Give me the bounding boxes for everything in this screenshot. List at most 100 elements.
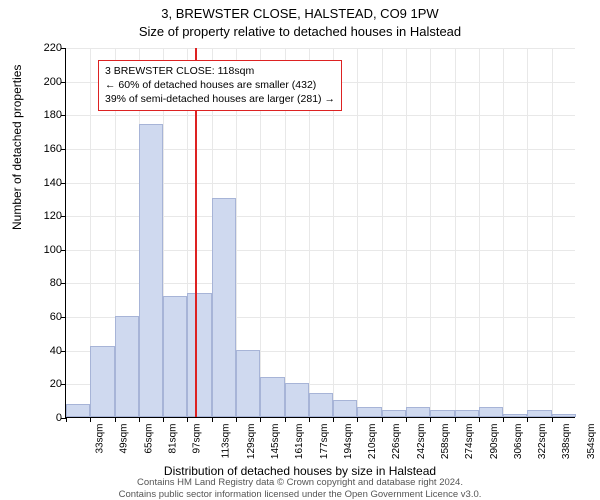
- histogram-bar: [503, 414, 527, 417]
- footer-line2: Contains public sector information licen…: [0, 489, 600, 500]
- annotation-box: 3 BREWSTER CLOSE: 118sqm ← 60% of detach…: [98, 60, 342, 111]
- gridline-v: [527, 48, 528, 417]
- footer-line1: Contains HM Land Registry data © Crown c…: [0, 477, 600, 488]
- x-tick-label: 65sqm: [143, 424, 154, 454]
- histogram-bar: [406, 407, 430, 417]
- x-tick-label: 258sqm: [440, 424, 451, 460]
- gridline-v: [479, 48, 480, 417]
- chart-subtitle: Size of property relative to detached ho…: [0, 24, 600, 39]
- x-tick-mark: [430, 417, 431, 422]
- x-tick-label: 290sqm: [489, 424, 500, 460]
- y-tick-mark: [61, 283, 66, 284]
- x-tick-mark: [527, 417, 528, 422]
- x-tick-mark: [139, 417, 140, 422]
- y-tick-mark: [61, 317, 66, 318]
- x-tick-mark: [236, 417, 237, 422]
- y-tick-label: 20: [24, 378, 62, 390]
- y-tick-label: 220: [24, 42, 62, 54]
- histogram-plot: 02040608010012014016018020022033sqm49sqm…: [65, 48, 575, 418]
- x-tick-label: 129sqm: [246, 424, 257, 460]
- histogram-bar: [260, 377, 284, 417]
- x-tick-mark: [90, 417, 91, 422]
- x-tick-label: 49sqm: [119, 424, 130, 454]
- chart-title-address: 3, BREWSTER CLOSE, HALSTEAD, CO9 1PW: [0, 6, 600, 21]
- histogram-bar: [357, 407, 381, 417]
- histogram-bar: [382, 410, 406, 417]
- y-tick-mark: [61, 216, 66, 217]
- y-tick-mark: [61, 384, 66, 385]
- gridline-v: [406, 48, 407, 417]
- x-tick-mark: [333, 417, 334, 422]
- y-tick-mark: [61, 48, 66, 49]
- x-tick-label: 33sqm: [95, 424, 106, 454]
- y-tick-label: 100: [24, 244, 62, 256]
- x-tick-label: 161sqm: [294, 424, 305, 460]
- gridline-v: [382, 48, 383, 417]
- y-tick-mark: [61, 351, 66, 352]
- histogram-bar: [212, 198, 236, 417]
- x-tick-label: 97sqm: [192, 424, 203, 454]
- histogram-bar: [115, 316, 139, 417]
- histogram-bar: [309, 393, 333, 417]
- y-tick-label: 80: [24, 277, 62, 289]
- x-tick-label: 306sqm: [513, 424, 524, 460]
- x-tick-mark: [260, 417, 261, 422]
- gridline-v: [430, 48, 431, 417]
- x-tick-label: 81sqm: [167, 424, 178, 454]
- gridline-v: [552, 48, 553, 417]
- histogram-bar: [285, 383, 309, 417]
- y-tick-label: 0: [24, 412, 62, 424]
- x-tick-mark: [163, 417, 164, 422]
- x-tick-mark: [455, 417, 456, 422]
- histogram-bar: [66, 404, 90, 417]
- y-tick-label: 160: [24, 143, 62, 155]
- x-tick-label: 274sqm: [464, 424, 475, 460]
- histogram-bar: [552, 414, 576, 417]
- attribution-footer: Contains HM Land Registry data © Crown c…: [0, 477, 600, 500]
- x-tick-label: 177sqm: [319, 424, 330, 460]
- x-tick-mark: [552, 417, 553, 422]
- x-tick-label: 210sqm: [367, 424, 378, 460]
- x-tick-label: 338sqm: [562, 424, 573, 460]
- y-tick-label: 180: [24, 109, 62, 121]
- gridline-v: [357, 48, 358, 417]
- histogram-bar: [139, 124, 163, 417]
- gridline-v: [503, 48, 504, 417]
- x-tick-label: 113sqm: [221, 424, 232, 459]
- y-tick-label: 60: [24, 311, 62, 323]
- x-tick-mark: [212, 417, 213, 422]
- histogram-bar: [527, 410, 551, 417]
- x-tick-label: 354sqm: [586, 424, 597, 460]
- x-tick-label: 226sqm: [392, 424, 403, 460]
- annotation-line2: ← 60% of detached houses are smaller (43…: [105, 78, 335, 92]
- x-tick-mark: [406, 417, 407, 422]
- y-tick-mark: [61, 82, 66, 83]
- y-tick-mark: [61, 250, 66, 251]
- x-tick-label: 194sqm: [343, 424, 354, 460]
- histogram-bar: [236, 350, 260, 417]
- gridline-h: [66, 115, 575, 116]
- y-tick-label: 120: [24, 210, 62, 222]
- x-tick-mark: [503, 417, 504, 422]
- x-tick-mark: [187, 417, 188, 422]
- x-tick-label: 242sqm: [416, 424, 427, 460]
- x-tick-mark: [285, 417, 286, 422]
- y-tick-label: 200: [24, 76, 62, 88]
- x-tick-label: 322sqm: [537, 424, 548, 460]
- y-tick-label: 140: [24, 177, 62, 189]
- histogram-bar: [187, 293, 211, 417]
- y-tick-label: 40: [24, 345, 62, 357]
- y-tick-mark: [61, 149, 66, 150]
- histogram-bar: [455, 410, 479, 417]
- histogram-bar: [479, 407, 503, 417]
- x-tick-mark: [66, 417, 67, 422]
- histogram-bar: [90, 346, 114, 417]
- y-tick-mark: [61, 115, 66, 116]
- histogram-bar: [333, 400, 357, 417]
- gridline-h: [66, 48, 575, 49]
- histogram-bar: [163, 296, 187, 417]
- x-tick-mark: [357, 417, 358, 422]
- annotation-line3: 39% of semi-detached houses are larger (…: [105, 92, 335, 106]
- x-tick-mark: [115, 417, 116, 422]
- y-tick-mark: [61, 183, 66, 184]
